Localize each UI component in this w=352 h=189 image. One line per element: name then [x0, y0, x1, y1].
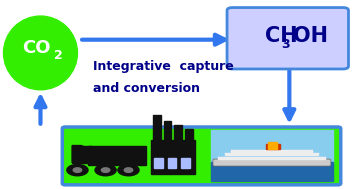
- Bar: [88, 146, 146, 165]
- Bar: [174, 125, 182, 140]
- Circle shape: [95, 164, 116, 176]
- Text: CH: CH: [265, 26, 297, 46]
- Text: 3: 3: [282, 38, 290, 51]
- FancyBboxPatch shape: [227, 8, 348, 69]
- Bar: [225, 153, 319, 156]
- Circle shape: [73, 168, 82, 172]
- Bar: [72, 146, 92, 163]
- Circle shape: [124, 168, 133, 172]
- Circle shape: [118, 164, 139, 176]
- Bar: [164, 121, 171, 140]
- Bar: [154, 158, 163, 168]
- FancyBboxPatch shape: [62, 127, 341, 185]
- Bar: [151, 140, 195, 174]
- Text: OH: OH: [293, 26, 328, 46]
- Bar: [211, 162, 333, 181]
- Polygon shape: [72, 146, 92, 163]
- Bar: [218, 157, 326, 160]
- Bar: [211, 130, 333, 163]
- Bar: [168, 158, 176, 168]
- Bar: [231, 149, 313, 153]
- Text: 2: 2: [55, 49, 63, 62]
- Circle shape: [101, 168, 110, 172]
- Text: Integrative  capture: Integrative capture: [93, 60, 234, 73]
- Bar: [268, 142, 277, 149]
- Bar: [266, 144, 281, 149]
- Text: CO: CO: [22, 39, 50, 57]
- Text: and conversion: and conversion: [93, 82, 200, 95]
- Ellipse shape: [4, 16, 77, 90]
- FancyBboxPatch shape: [213, 159, 331, 166]
- Bar: [181, 158, 190, 168]
- Bar: [185, 129, 193, 140]
- Circle shape: [67, 164, 88, 176]
- Bar: [153, 115, 161, 140]
